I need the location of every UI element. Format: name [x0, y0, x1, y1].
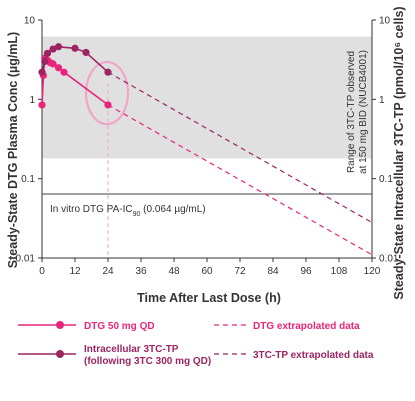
legend: DTG 50 mg QD Intracellular 3TC-TP (follo…: [18, 321, 374, 367]
x-tick-label-12: 12: [69, 266, 81, 277]
band-label-line1: Range of 3TC-TP observed: [346, 51, 357, 173]
band-label-line2: at 150 mg BID (NUCB4001): [358, 50, 369, 174]
series-1-point-0: [38, 68, 46, 76]
y-left-tick-label-0: 10: [24, 16, 36, 27]
legend-3tc: Intracellular 3TC-TP (following 3TC 300 …: [18, 344, 211, 367]
legend-3tc-extrap-label: 3TC-TP extrapolated data: [253, 350, 374, 361]
series-1-point-2: [43, 49, 52, 57]
series-1-point-6: [82, 48, 90, 57]
x-tick-label-60: 60: [201, 266, 213, 277]
highlight-ellipse: [84, 60, 130, 126]
series-1-point-3: [49, 45, 57, 53]
y-left-tick-label-2: 0.1: [21, 174, 35, 185]
series-0-point-6: [54, 64, 63, 72]
legend-dtg-extrap-label: DTG extrapolated data: [253, 321, 360, 332]
band-layer: [42, 36, 372, 159]
series-0-point-5: [49, 60, 57, 68]
series-1-point-5: [71, 44, 79, 52]
extrapolated-line-0: [107, 104, 373, 256]
series-0-point-7: [60, 68, 68, 76]
legend-3tc-label: Intracellular 3TC-TP: [84, 344, 179, 355]
series-0-point-0: [38, 101, 46, 109]
x-tick-label-84: 84: [267, 266, 279, 277]
legend-dtg-marker: [56, 321, 64, 329]
y-right-tick-label-0: 10: [379, 16, 391, 27]
ticks-layer: 0 12 24 36 48 60 72 84 96 108 120 10 10 1 1 0.1 0.1 0.01 0…: [16, 16, 399, 278]
series-1-point-4: [54, 43, 63, 51]
x-tick-label-36: 36: [135, 266, 147, 277]
extrapolated-line-1: [107, 71, 373, 224]
threshold-label-prefix: In vitro DTG PA-IC: [50, 204, 133, 215]
threshold-label-sub: 90: [133, 211, 141, 218]
x-tick-label-108: 108: [331, 266, 348, 277]
y-axis-right-title: Steady-State Intracellular 3TC-TP (pmol/…: [392, 6, 406, 299]
y-right-tick-label-1: 1: [379, 95, 385, 106]
legend-dtg-label: DTG 50 mg QD: [84, 321, 155, 332]
y-axis-left-title: Steady-State DTG Plasma Conc (µg/mL): [6, 32, 20, 268]
x-tick-label-72: 72: [234, 266, 246, 277]
x-axis-title: Time After Last Dose (h): [137, 291, 281, 305]
threshold-label: In vitro DTG PA-IC90 (0.064 µg/mL): [50, 204, 206, 218]
range-band: [42, 36, 372, 159]
threshold-label-suffix: (0.064 µg/mL): [140, 204, 205, 215]
x-tick-label-48: 48: [168, 266, 180, 277]
legend-dtg-extrap: DTG extrapolated data: [214, 321, 360, 332]
y-right-tick-label-2: 0.1: [379, 174, 393, 185]
series-0-point-8: [104, 101, 112, 109]
x-tick-label-120: 120: [364, 266, 381, 277]
highlight-layer: [84, 60, 130, 258]
x-tick-label-96: 96: [300, 266, 312, 277]
y-right-tick-label-3: 0.01: [379, 254, 399, 265]
x-tick-label-0: 0: [39, 266, 45, 277]
legend-3tc-marker: [56, 350, 64, 358]
x-tick-label-24: 24: [102, 266, 114, 277]
y-left-tick-label-3: 0.01: [16, 254, 36, 265]
legend-3tc-label-line2: (following 3TC 300 mg QD): [84, 356, 211, 367]
series-1-point-1: [41, 57, 49, 66]
legend-3tc-extrap: 3TC-TP extrapolated data: [214, 350, 374, 361]
legend-dtg: DTG 50 mg QD: [18, 321, 155, 332]
series-layer: [38, 43, 373, 256]
y-left-tick-label-1: 1: [29, 95, 35, 106]
series-1-point-7: [104, 68, 112, 76]
